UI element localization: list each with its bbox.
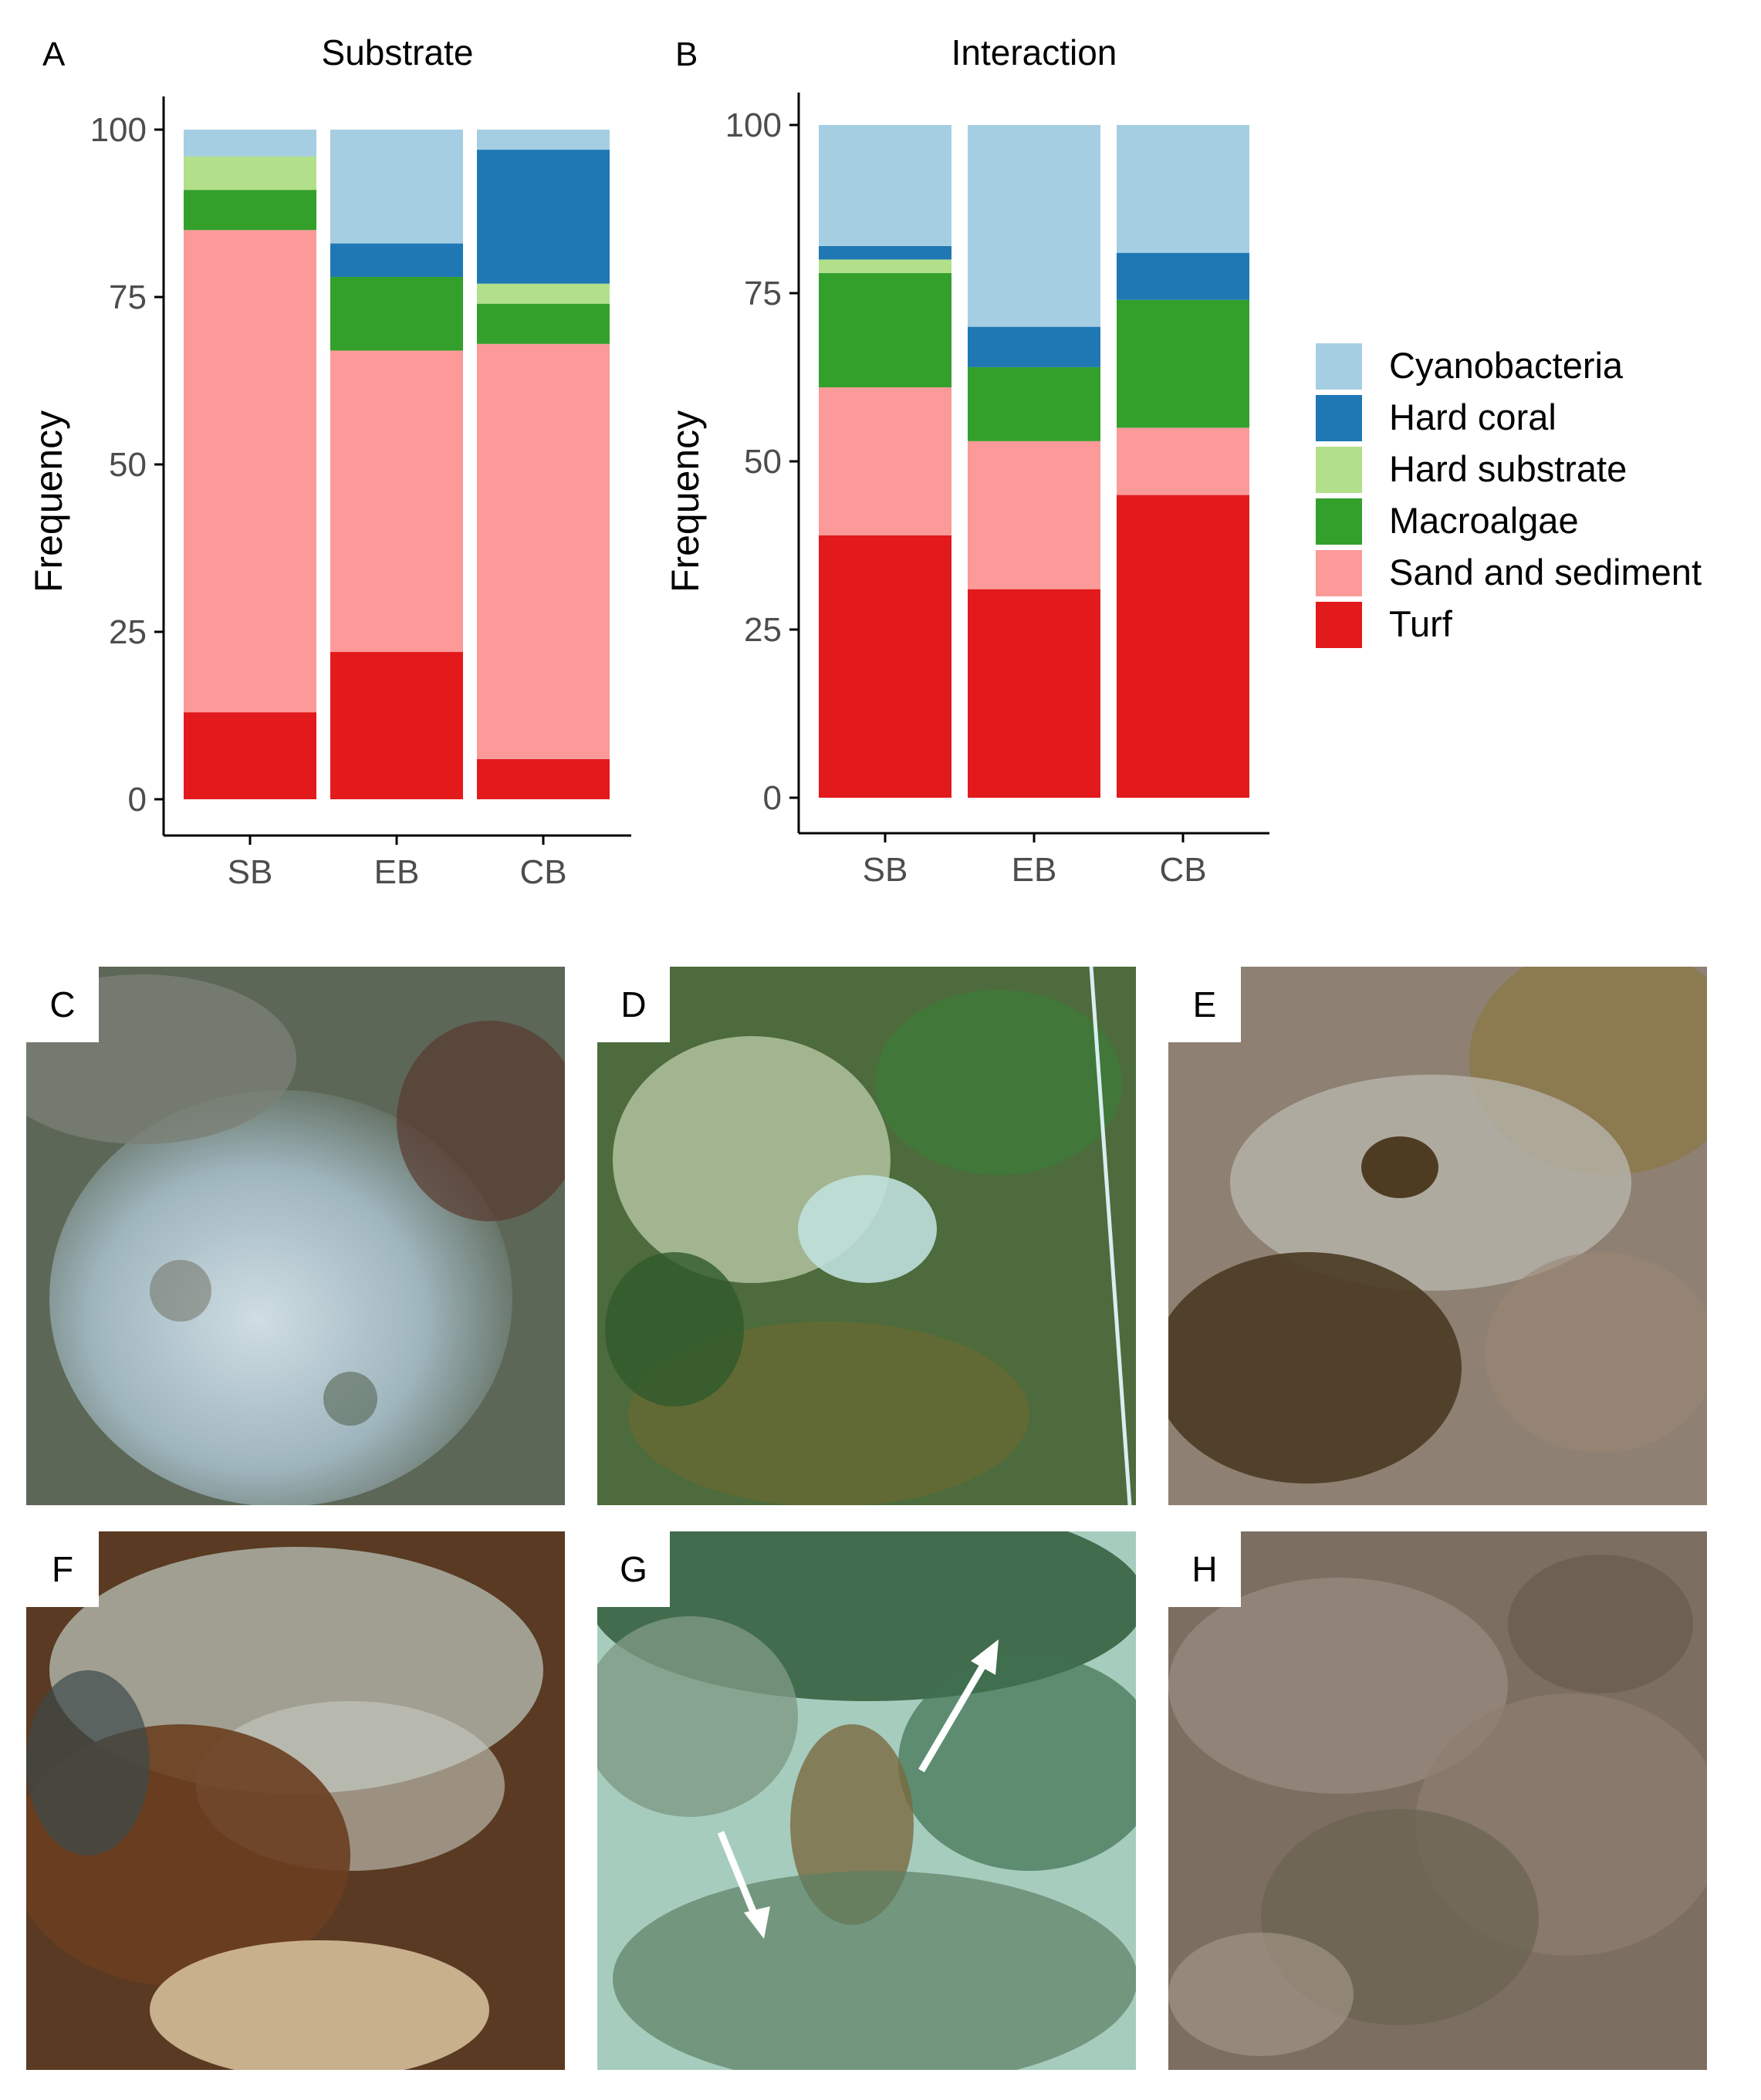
panel-letter-b: B <box>675 35 698 73</box>
x-tick-label: CB <box>1159 851 1206 889</box>
y-tick-label: 50 <box>744 443 782 481</box>
legend-label: Hard substrate <box>1389 448 1627 489</box>
bar-segment <box>819 125 951 246</box>
bar-segment <box>819 535 951 798</box>
photo-label: G <box>597 1531 670 1607</box>
photo-panel-c: C <box>26 967 565 1505</box>
legend-swatch <box>1316 343 1362 390</box>
bar-segment <box>819 272 951 388</box>
y-tick-label: 0 <box>763 779 782 817</box>
bar-segment <box>184 712 316 799</box>
bar-segment <box>477 130 610 150</box>
chart-substrate: Substrate Frequency 0 25 50 75 100 SB EB CB <box>27 32 631 891</box>
y-tick-label: 25 <box>744 611 782 649</box>
photo-label: E <box>1168 967 1241 1042</box>
x-tick-label: EB <box>374 853 420 891</box>
photo-panel-h: H <box>1168 1531 1707 2070</box>
bar-segment <box>477 758 610 799</box>
photo-label: H <box>1168 1531 1241 1607</box>
bar-segment <box>1117 252 1249 300</box>
bar-segment <box>819 245 951 260</box>
photo-d-image <box>597 967 1136 1505</box>
bar-segment <box>1117 125 1249 253</box>
x-tick-label: EB <box>1012 851 1057 889</box>
bar-segment <box>819 387 951 535</box>
bar-segment <box>968 125 1100 327</box>
y-tick-label: 25 <box>109 613 147 651</box>
photo-c-image <box>26 967 565 1505</box>
y-tick-label: 100 <box>90 111 147 149</box>
bar-segment <box>968 366 1100 441</box>
photo-panel-f: F <box>26 1531 565 2070</box>
bar-segment <box>968 326 1100 367</box>
y-axis-label: Frequency <box>27 410 70 593</box>
bar-segment <box>477 283 610 304</box>
y-tick-label: 75 <box>744 275 782 312</box>
legend: Cyanobacteria Hard coral Hard substrate Mac… <box>1316 343 1702 648</box>
bar-segment <box>330 652 463 799</box>
legend-swatch <box>1316 447 1362 493</box>
bar-segment <box>330 243 463 277</box>
x-tick-label: SB <box>863 851 908 889</box>
chart-figure: A B Substrate Frequency 0 25 50 75 100 SB EB C… <box>27 32 1702 891</box>
y-tick-label: 0 <box>128 781 147 819</box>
arrow-icon <box>717 1831 770 1939</box>
bar-segment <box>184 156 316 191</box>
bar-segment <box>1117 299 1249 428</box>
bar-segment <box>968 441 1100 589</box>
photo-panel-g: G <box>597 1531 1136 2070</box>
y-tick-label: 100 <box>725 106 782 144</box>
x-tick-label: CB <box>519 853 566 891</box>
y-axis-label: Frequency <box>664 410 707 593</box>
legend-label: Turf <box>1389 603 1453 644</box>
bar-segment <box>1117 427 1249 495</box>
bar-segment <box>330 130 463 244</box>
bar-segment <box>968 589 1100 798</box>
bar-segment <box>477 150 610 284</box>
chart-interaction: Interaction Frequency 0 25 50 75 100 SB EB CB <box>664 32 1269 889</box>
chart-title: Substrate <box>322 32 474 73</box>
photo-e-image <box>1168 967 1707 1505</box>
photo-f-image <box>26 1531 565 2070</box>
photo-label: D <box>597 967 670 1042</box>
photo-h-image <box>1168 1531 1707 2070</box>
y-tick-label: 75 <box>109 279 147 316</box>
bar-segment <box>330 350 463 653</box>
panel-letter-a: A <box>42 35 66 73</box>
legend-label: Sand and sediment <box>1389 552 1702 593</box>
legend-swatch <box>1316 602 1362 648</box>
photo-panel-e: E <box>1168 967 1707 1505</box>
legend-label: Cyanobacteria <box>1389 345 1624 386</box>
bar-segment <box>184 230 316 713</box>
photo-label: F <box>26 1531 99 1607</box>
bar-segment <box>184 190 316 231</box>
photo-g-image <box>597 1531 1136 2070</box>
bar-segment <box>184 130 316 157</box>
y-tick-label: 50 <box>109 446 147 484</box>
legend-swatch <box>1316 395 1362 441</box>
x-tick-label: SB <box>228 853 273 891</box>
photo-label: C <box>26 967 99 1042</box>
arrow-icon <box>918 1639 999 1773</box>
legend-swatch <box>1316 550 1362 596</box>
bar-segment <box>477 303 610 344</box>
photo-panel-d: D <box>597 967 1136 1505</box>
bar-segment <box>330 276 463 351</box>
bar-segment <box>477 343 610 759</box>
legend-label: Hard coral <box>1389 397 1557 437</box>
chart-title: Interaction <box>951 32 1117 73</box>
bar-segment <box>819 259 951 273</box>
bar-segment <box>1117 495 1249 798</box>
legend-swatch <box>1316 498 1362 545</box>
legend-label: Macroalgae <box>1389 500 1579 541</box>
